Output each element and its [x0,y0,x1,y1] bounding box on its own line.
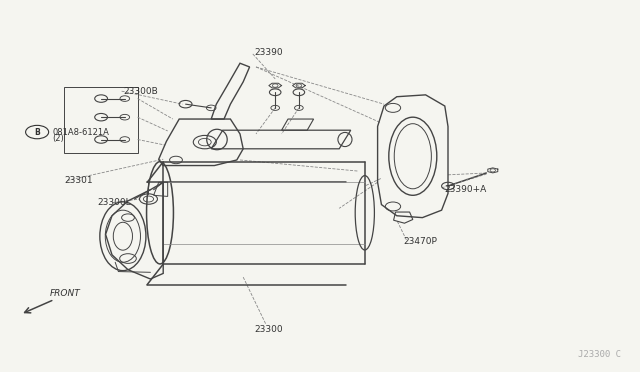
Text: (2): (2) [52,134,64,143]
Text: 23300B: 23300B [123,87,157,96]
Bar [64,87,138,153]
Text: 23300: 23300 [255,325,284,334]
Text: 23390: 23390 [255,48,284,57]
Text: FRONT: FRONT [50,289,81,298]
Text: J23300 C: J23300 C [578,350,621,359]
Text: 23300L: 23300L [97,198,131,207]
Text: 23390+A: 23390+A [445,185,487,194]
Text: B: B [35,128,40,137]
Text: 23301: 23301 [64,176,93,185]
Text: 23470P: 23470P [403,237,437,246]
Text: 081A8-6121A: 081A8-6121A [52,128,109,137]
